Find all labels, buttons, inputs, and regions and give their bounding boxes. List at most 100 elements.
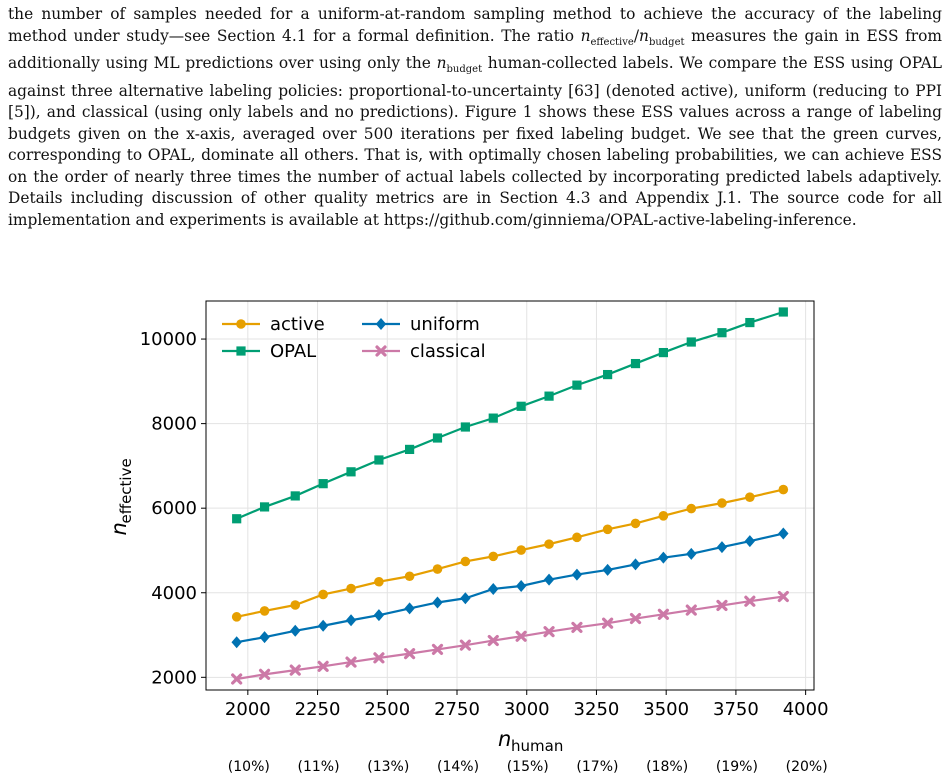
x-tick-label: 3500	[643, 699, 689, 720]
plot-frame	[205, 300, 815, 691]
budget-percent-label: (11%)	[298, 759, 340, 775]
uniform-point	[571, 568, 583, 581]
budget-percent-label: (15%)	[507, 759, 549, 775]
uniform-point	[686, 547, 697, 560]
x-tick-label: 2000	[225, 699, 271, 720]
opal-point	[318, 479, 328, 489]
classical-point	[777, 590, 789, 603]
uniform-point	[778, 527, 789, 540]
ratio-numerator: n	[580, 26, 591, 45]
classical-point	[571, 621, 583, 634]
budget-symbol: n	[436, 54, 447, 73]
active-point	[374, 576, 384, 587]
active-point	[318, 589, 328, 600]
y-tick-label: 6000	[151, 498, 197, 519]
classical-point	[345, 656, 357, 668]
active-point	[778, 484, 789, 495]
opal-point	[717, 328, 727, 338]
active-point	[460, 556, 471, 567]
classical-point	[602, 617, 614, 629]
legend-marker-active	[236, 319, 246, 329]
opal-point	[572, 380, 582, 390]
active-point	[259, 606, 270, 616]
uniform-point	[373, 609, 385, 622]
y-axis-label-subscript: effective	[117, 458, 135, 523]
classical-point	[685, 604, 697, 616]
budget-percent-label: (19%)	[716, 759, 758, 775]
series-uniform	[231, 527, 789, 649]
active-point	[290, 600, 301, 610]
ratio-numerator-subscript: effective	[590, 36, 634, 48]
classical-point	[317, 660, 329, 672]
paragraph-text: the number of samples needed for a unifo…	[8, 4, 942, 231]
legend-label-uniform: uniform	[410, 314, 480, 335]
opal-point	[346, 467, 356, 477]
opal-line	[236, 310, 784, 520]
legend-marker-classical	[375, 345, 387, 357]
ratio-separator: /	[633, 26, 640, 45]
opal-point	[516, 401, 526, 411]
uniform-point	[404, 602, 415, 615]
series-active	[231, 484, 789, 622]
opal-point	[778, 307, 788, 317]
active-point	[745, 492, 755, 502]
uniform-point	[345, 614, 357, 627]
x-tick-label: 2500	[364, 699, 410, 720]
x-tick-label: 4000	[783, 699, 829, 720]
ratio-denominator-subscript: budget	[648, 36, 685, 48]
uniform-point	[744, 535, 756, 548]
legend-item-opal: OPAL	[222, 341, 316, 362]
opal-point	[630, 358, 641, 369]
x-tick-label: 2250	[295, 699, 341, 720]
opal-point	[745, 317, 755, 328]
budget-percent-label: (14%)	[437, 759, 479, 775]
y-tick-label: 8000	[151, 414, 197, 435]
classical-point	[459, 639, 471, 651]
x-tick-label: 2750	[434, 699, 480, 720]
active-point	[544, 539, 554, 549]
legend-label-opal: OPAL	[270, 341, 316, 362]
series-classical	[231, 590, 789, 685]
classical-point	[515, 630, 527, 642]
opal-point	[544, 391, 554, 401]
classical-point	[744, 595, 756, 607]
uniform-point	[432, 596, 443, 609]
paragraph-part-2: measures the gain in ESS from additional…	[8, 26, 942, 73]
chart-series	[231, 307, 789, 685]
active-point	[346, 583, 356, 594]
uniform-point	[290, 624, 301, 637]
ratio-denominator: n	[639, 26, 649, 45]
uniform-point	[488, 582, 499, 595]
uniform-point	[515, 579, 527, 592]
active-point	[658, 510, 669, 521]
budget-percent-label: (17%)	[576, 759, 618, 775]
opal-point	[374, 455, 384, 465]
active-point	[717, 498, 727, 508]
classical-point	[487, 634, 499, 647]
active-point	[488, 551, 499, 562]
active-point	[231, 612, 242, 622]
active-point	[686, 503, 697, 514]
classical-point	[289, 664, 301, 676]
opal-point	[460, 422, 470, 432]
classical-point	[231, 673, 243, 685]
classical-point	[716, 599, 728, 612]
active-point	[516, 545, 526, 555]
opal-point	[290, 491, 300, 501]
legend-label-classical: classical	[410, 341, 486, 362]
paragraph-part-3: human-collected labels. We compare the E…	[8, 54, 942, 229]
legend-item-active: active	[222, 314, 325, 335]
x-tick-label: 3750	[713, 699, 759, 720]
classical-line	[236, 595, 784, 681]
x-tick-label: 3000	[504, 699, 550, 720]
active-point	[602, 524, 613, 535]
budget-percent-label: (18%)	[646, 759, 688, 775]
y-tick-label: 2000	[151, 667, 197, 688]
legend-marker-uniform	[375, 318, 387, 330]
uniform-point	[259, 631, 270, 644]
uniform-point	[716, 541, 728, 554]
classical-point	[543, 626, 555, 638]
budget-percent-label: (13%)	[367, 759, 409, 775]
opal-point	[259, 502, 270, 512]
